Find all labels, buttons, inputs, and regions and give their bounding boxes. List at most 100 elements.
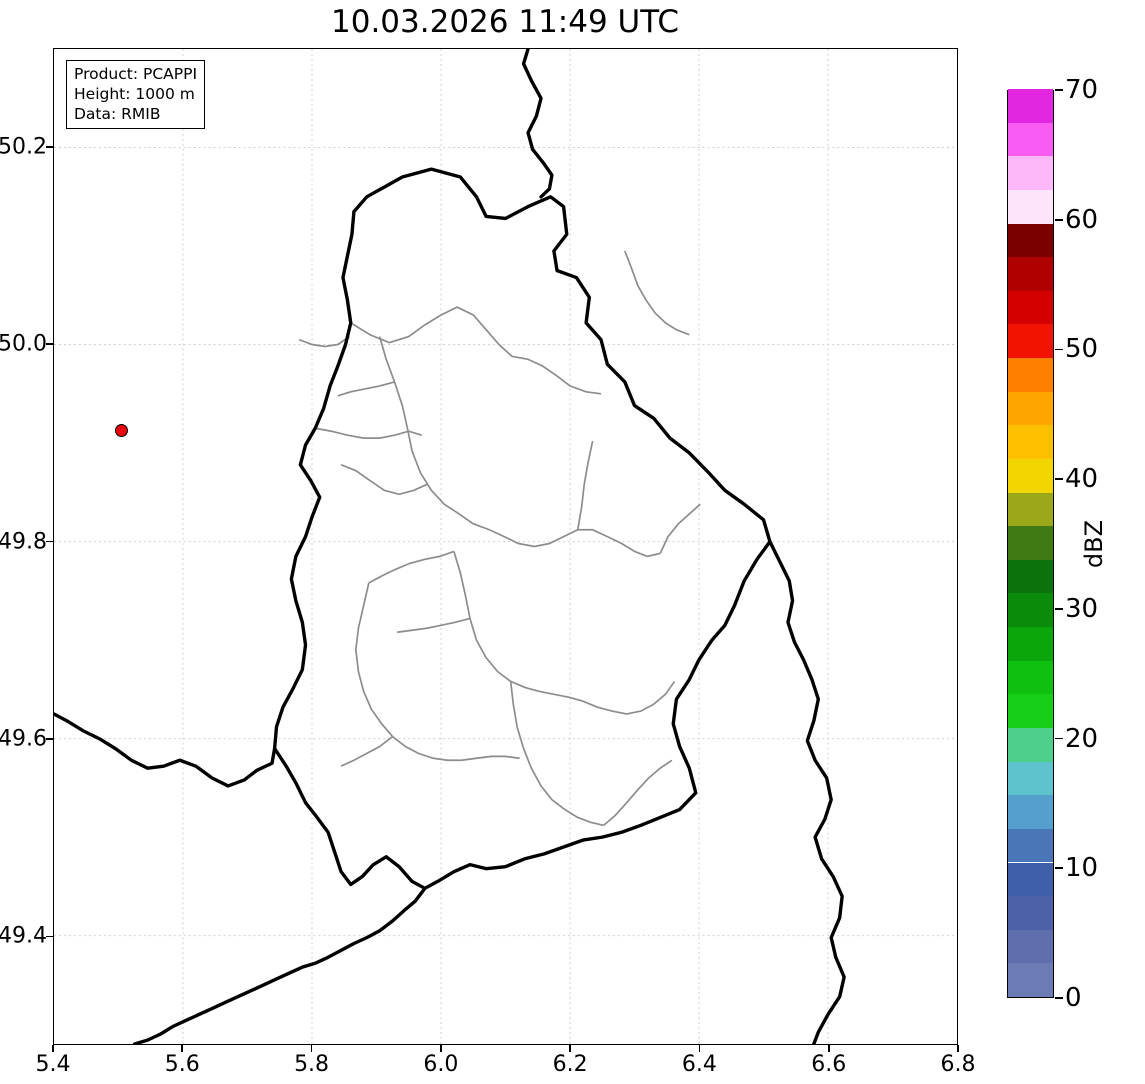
colorbar-band-25 — [1008, 122, 1053, 157]
xtick-label-4: 6.2 — [552, 1052, 588, 1077]
ytick-label-2: 49.8 — [0, 529, 47, 555]
colorbar-tick-label-1: 10 — [1065, 853, 1099, 884]
district-border-path-10 — [603, 759, 673, 826]
colorbar-band-23 — [1008, 189, 1053, 224]
map-boundaries-layer — [54, 49, 957, 1044]
colorbar-band-11 — [1008, 593, 1053, 628]
xtick-mark-5 — [698, 1045, 701, 1052]
country-border-path-0 — [272, 167, 772, 891]
district-border-path-0 — [350, 306, 602, 395]
ytick-mark-3 — [46, 738, 53, 740]
colorbar-band-21 — [1008, 257, 1053, 291]
xtick-label-2: 5.8 — [294, 1052, 330, 1077]
district-borders-group — [298, 250, 701, 827]
xtick-label-6: 6.6 — [811, 1052, 847, 1077]
district-border-path-5 — [453, 551, 676, 715]
colorbar-tick-label-4: 40 — [1065, 464, 1099, 495]
country-borders-group — [54, 49, 846, 1044]
xtick-label-3: 6.0 — [423, 1052, 459, 1077]
colorbar-tick-6 — [1055, 218, 1063, 221]
xtick-mark-3 — [440, 1045, 442, 1052]
colorbar-band-15 — [1008, 458, 1053, 493]
colorbar-tick-1 — [1055, 867, 1063, 870]
info-product: Product: PCAPPI — [74, 65, 198, 83]
district-border-path-8 — [509, 681, 604, 827]
colorbar-band-14 — [1008, 492, 1053, 527]
colorbar-band-19 — [1008, 324, 1053, 359]
district-border-path-2 — [315, 427, 422, 439]
radar-map-plot[interactable]: Product: PCAPPI Height: 1000 m Data: RMI… — [53, 48, 958, 1045]
district-border-path-6 — [368, 550, 455, 584]
district-border-path-15 — [298, 335, 350, 348]
colorbar-band-3 — [1008, 862, 1053, 897]
colorbar-tick-label-2: 20 — [1065, 723, 1099, 754]
ytick-mark-2 — [46, 540, 53, 543]
xtick-mark-2 — [310, 1045, 313, 1052]
page-title: 10.03.2026 11:49 UTC — [331, 4, 679, 40]
colorbar-band-16 — [1008, 425, 1053, 459]
district-border-path-14 — [624, 250, 690, 336]
ytick-label-4: 49.4 — [0, 923, 47, 949]
ytick-mark-1 — [46, 343, 53, 345]
radar-site-marker[interactable] — [115, 423, 129, 437]
colorbar-tick-5 — [1055, 348, 1063, 351]
xtick-mark-4 — [569, 1045, 571, 1052]
district-border-path-12 — [659, 503, 701, 554]
district-border-path-13 — [576, 440, 594, 530]
colorbar-tick-4 — [1055, 478, 1063, 481]
xtick-mark-6 — [827, 1045, 830, 1052]
colorbar-tick-label-6: 60 — [1065, 204, 1099, 235]
xtick-mark-7 — [957, 1045, 959, 1052]
info-data: Data: RMIB — [74, 105, 161, 123]
colorbar-band-1 — [1008, 929, 1053, 964]
colorbar-tick-label-0: 0 — [1065, 983, 1082, 1013]
colorbar-tick-label-5: 50 — [1065, 334, 1099, 365]
ytick-mark-4 — [46, 935, 53, 938]
colorbar-band-20 — [1008, 290, 1053, 325]
product-info-box: Product: PCAPPI Height: 1000 m Data: RMI… — [66, 60, 206, 129]
ytick-label-3: 49.6 — [0, 726, 47, 752]
ytick-label-1: 50.0 — [0, 331, 47, 357]
colorbar-tick-3 — [1055, 607, 1063, 610]
country-border-path-2 — [54, 712, 277, 788]
colorbar-band-9 — [1008, 660, 1053, 695]
colorbar-band-7 — [1008, 727, 1053, 762]
district-border-path-9 — [354, 582, 520, 762]
colorbar-band-24 — [1008, 156, 1053, 190]
colorbar-band-13 — [1008, 526, 1053, 560]
district-border-path-3 — [340, 463, 428, 496]
colorbar-band-12 — [1008, 559, 1053, 594]
district-border-path-1 — [378, 336, 661, 558]
colorbar-band-2 — [1008, 896, 1053, 930]
colorbar-band-18 — [1008, 358, 1053, 392]
colorbar-tick-label-3: 30 — [1065, 593, 1099, 624]
ytick-label-0: 50.2 — [0, 134, 47, 160]
colorbar-band-22 — [1008, 223, 1053, 258]
colorbar-tick-7 — [1055, 89, 1063, 91]
xtick-label-1: 5.6 — [164, 1052, 200, 1077]
colorbar[interactable] — [1007, 89, 1054, 998]
info-height: Height: 1000 m — [74, 85, 195, 103]
colorbar-band-26 — [1008, 89, 1053, 123]
radar-reflectivity-layer — [54, 49, 957, 1044]
country-border-path-3 — [768, 539, 846, 1044]
xtick-label-0: 5.4 — [35, 1052, 71, 1077]
xtick-label-5: 6.4 — [681, 1052, 717, 1077]
district-border-path-7 — [397, 617, 471, 634]
country-border-path-1 — [521, 49, 554, 199]
colorbar-tick-2 — [1055, 737, 1063, 740]
xtick-mark-0 — [52, 1045, 54, 1052]
gridlines-group — [54, 49, 957, 1044]
colorbar-band-4 — [1008, 828, 1053, 863]
ytick-mark-0 — [46, 145, 53, 148]
colorbar-tick-0 — [1055, 997, 1063, 999]
plot-inner — [54, 49, 957, 1044]
district-border-path-11 — [340, 735, 394, 767]
colorbar-tick-label-7: 70 — [1065, 75, 1099, 105]
colorbar-band-17 — [1008, 391, 1053, 426]
colorbar-axis-label: dBZ — [1080, 519, 1108, 569]
colorbar-band-5 — [1008, 795, 1053, 829]
colorbar-band-10 — [1008, 627, 1053, 661]
district-border-path-4 — [337, 381, 395, 397]
xtick-mark-1 — [181, 1045, 184, 1052]
